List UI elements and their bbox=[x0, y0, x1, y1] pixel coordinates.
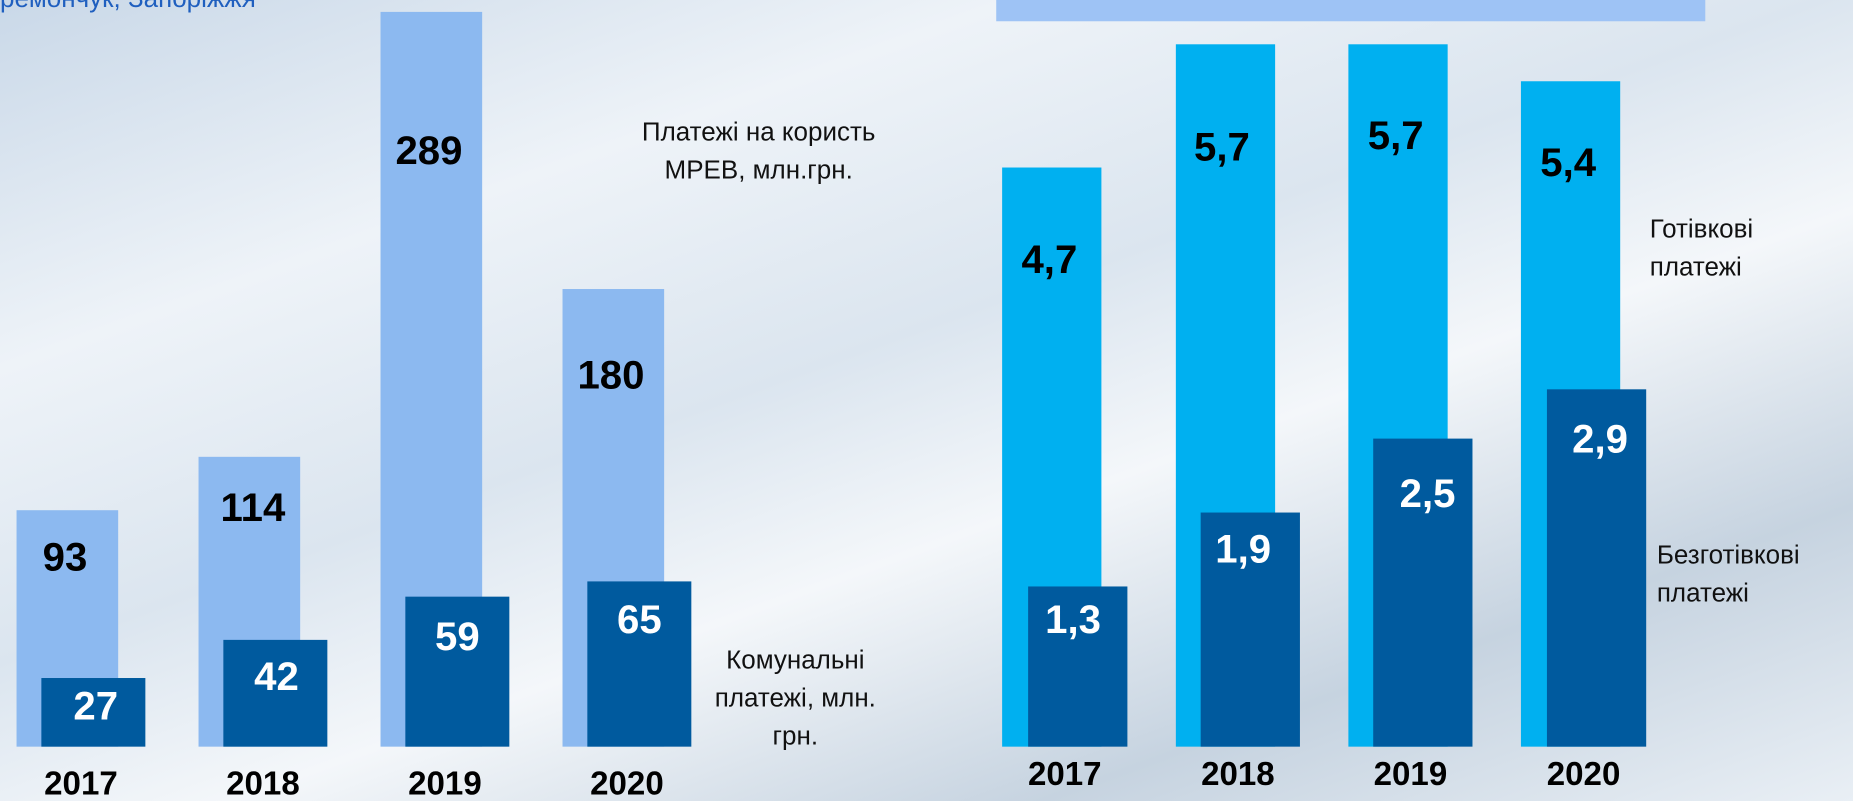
x-tick-label: 2020 bbox=[1547, 756, 1621, 793]
legend-label: Безготівкові платежі bbox=[1656, 539, 1800, 608]
data-label: 2,9 bbox=[1572, 416, 1628, 461]
x-tick-label: 2018 bbox=[1201, 756, 1275, 793]
title-box bbox=[996, 0, 1706, 22]
caption: ремончук, Запоріжжя bbox=[0, 0, 256, 14]
data-label: 5,7 bbox=[1194, 125, 1250, 170]
x-tick-label: 2018 bbox=[226, 765, 300, 801]
data-label: 180 bbox=[577, 353, 644, 398]
legend-label: Платежі на користь МРЕВ, млн.грн. bbox=[641, 116, 876, 185]
x-tick-label: 2020 bbox=[590, 765, 664, 801]
bar bbox=[1028, 586, 1128, 747]
data-label: 1,9 bbox=[1215, 526, 1271, 571]
data-label: 93 bbox=[43, 535, 88, 580]
data-label: 27 bbox=[73, 683, 118, 728]
bar bbox=[587, 581, 692, 747]
legend-label: Готівкові платежі bbox=[1649, 213, 1754, 282]
data-label: 2,5 bbox=[1400, 471, 1456, 516]
data-label: 59 bbox=[435, 614, 480, 659]
bar bbox=[1373, 438, 1473, 747]
data-label: 65 bbox=[617, 597, 662, 642]
x-tick-label: 2019 bbox=[408, 765, 482, 801]
data-label: 5,7 bbox=[1368, 113, 1424, 158]
data-label: 5,4 bbox=[1540, 140, 1596, 185]
data-label: 1,3 bbox=[1045, 597, 1101, 642]
x-tick-label: 2017 bbox=[44, 765, 118, 801]
bar bbox=[223, 639, 328, 747]
data-label: 4,7 bbox=[1021, 237, 1077, 282]
bar bbox=[1546, 389, 1647, 747]
legend-label: Комунальні платежі, млн. грн. bbox=[714, 645, 876, 751]
x-tick-label: 2017 bbox=[1028, 756, 1102, 793]
data-label: 42 bbox=[254, 654, 299, 699]
bar bbox=[1200, 512, 1300, 747]
x-tick-label: 2019 bbox=[1374, 756, 1448, 793]
bar bbox=[41, 678, 146, 747]
bar bbox=[405, 596, 510, 747]
data-label: 289 bbox=[395, 128, 462, 173]
data-label: 114 bbox=[220, 485, 285, 530]
